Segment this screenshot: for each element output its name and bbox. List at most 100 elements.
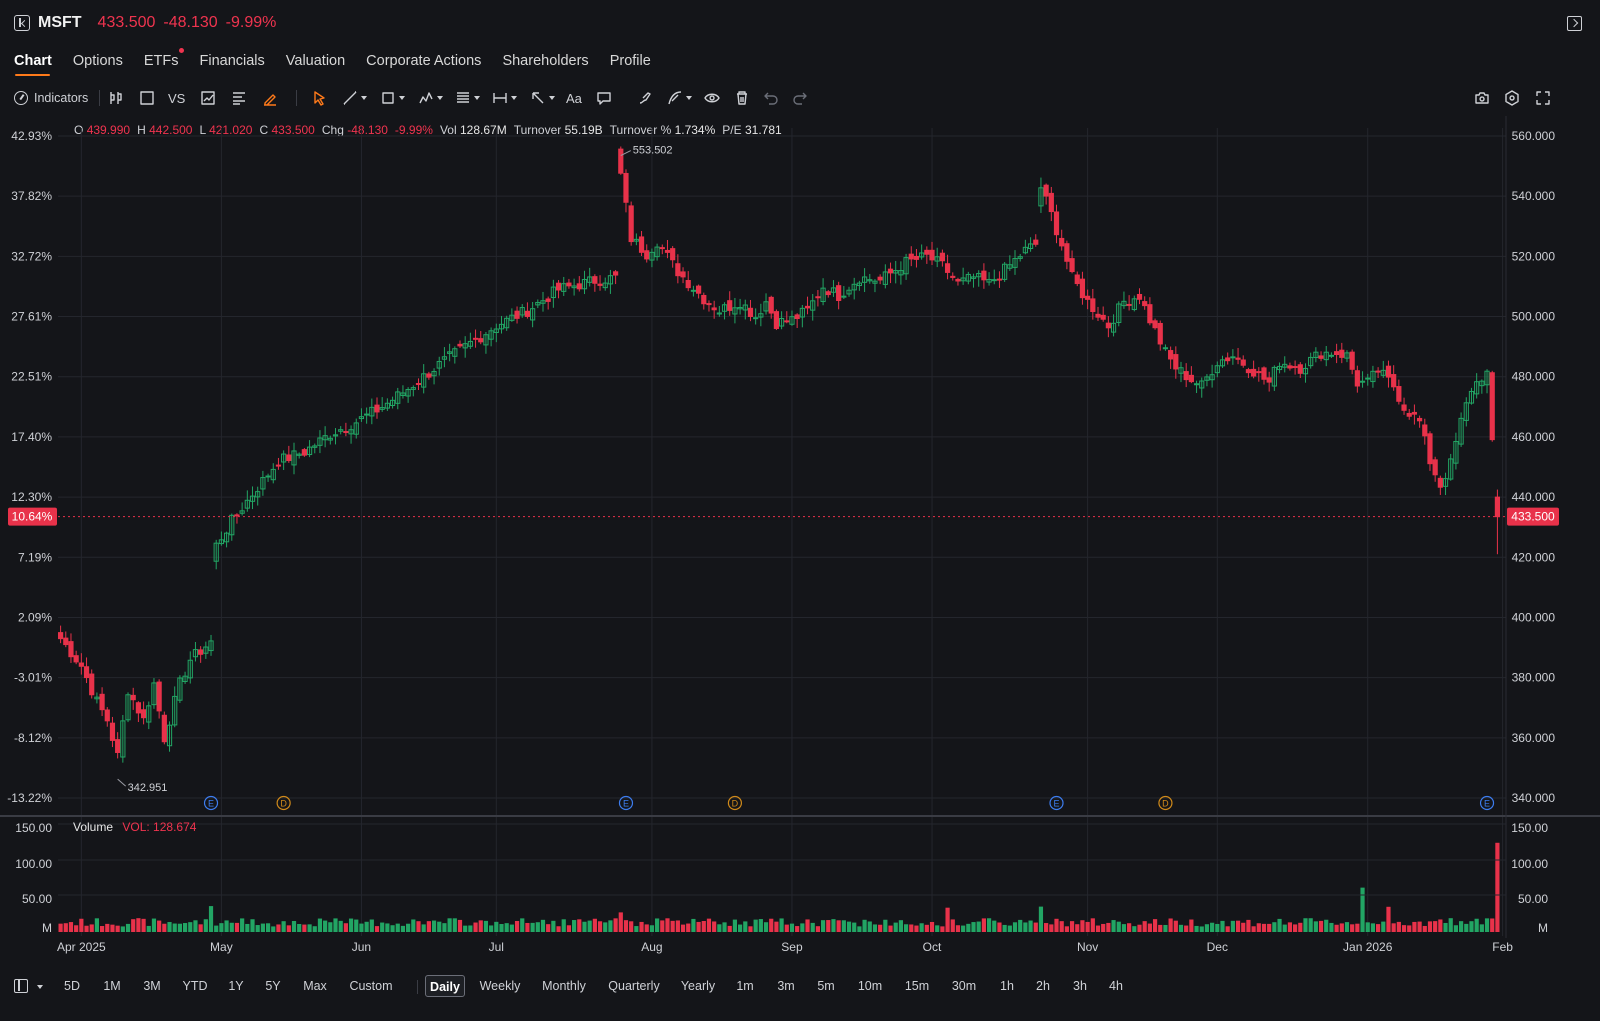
candle-body [384, 402, 390, 409]
price-chart[interactable]: 560.000 42.93% 540.000 37.82% 520.000 32.72% 5… [0, 116, 1600, 970]
tab-options[interactable]: Options [73, 50, 123, 78]
timeframe-3m[interactable]: 3m [777, 979, 795, 993]
candle-body [753, 317, 759, 320]
redo-tool[interactable] [792, 88, 808, 108]
candle-body [161, 714, 167, 743]
candle-body [820, 287, 826, 303]
timeframe-monthly[interactable]: Monthly [542, 979, 586, 993]
volume-bar [1469, 921, 1474, 932]
align-tool[interactable] [231, 88, 247, 108]
candle-body [758, 313, 764, 318]
candle-body [1494, 496, 1501, 518]
chevron-down-icon[interactable] [437, 96, 443, 100]
volume-bar [354, 919, 359, 932]
timeframe-5d[interactable]: 5D [64, 979, 80, 993]
volume-tick-label: 150.00 [1511, 821, 1548, 835]
timeframe-10m[interactable]: 10m [857, 979, 883, 993]
candle-body [1142, 301, 1148, 307]
timeframe-15m[interactable]: 15m [904, 979, 930, 993]
multi-chart-tool[interactable] [200, 88, 216, 108]
timeframe-1m[interactable]: 1m [736, 979, 754, 993]
volume-bar [343, 923, 348, 932]
compare-tool[interactable]: VS [168, 88, 185, 108]
cursor-tool[interactable] [312, 88, 328, 108]
tab-corporate-actions[interactable]: Corporate Actions [366, 50, 481, 78]
candle-body [908, 253, 914, 260]
fib-tool[interactable] [455, 88, 480, 108]
rect-tool[interactable] [139, 88, 155, 108]
candle-body [898, 270, 904, 276]
timeframe-max[interactable]: Max [303, 979, 327, 993]
candle-body [281, 453, 287, 463]
exit-panel-icon[interactable] [1567, 16, 1582, 31]
timeframe-30m[interactable]: 30m [951, 979, 977, 993]
chevron-down-icon[interactable] [361, 96, 367, 100]
candle-body [83, 666, 90, 679]
draw-tool[interactable] [667, 88, 692, 108]
trash-tool[interactable] [734, 88, 750, 108]
candle-body [768, 296, 774, 314]
tab-valuation[interactable]: Valuation [286, 50, 345, 78]
candle-body [924, 249, 930, 255]
volume-bar [1453, 925, 1459, 932]
tab-shareholders[interactable]: Shareholders [502, 50, 588, 78]
tab-profile[interactable]: Profile [610, 50, 651, 78]
volume-bar [452, 918, 457, 932]
chevron-down-icon[interactable] [549, 96, 555, 100]
timeframe-ytd[interactable]: YTD [182, 979, 208, 993]
watchlist-toggle-icon[interactable] [14, 15, 30, 31]
tab-chart[interactable]: Chart [14, 50, 52, 78]
candle-body [1349, 351, 1355, 370]
eye-tool[interactable] [704, 88, 720, 108]
volume-bar [1199, 926, 1204, 932]
timeframe-custom[interactable]: Custom [349, 979, 393, 993]
volume-bar [924, 924, 929, 932]
tab-financials[interactable]: Financials [200, 50, 265, 78]
timeframe-1m[interactable]: 1M [103, 979, 121, 993]
volume-tick-label: 100.00 [15, 857, 52, 871]
chevron-down-icon[interactable] [399, 96, 405, 100]
arrow-tool[interactable] [530, 88, 555, 108]
timeframe-quarterly[interactable]: Quarterly [608, 979, 660, 993]
timeframe-weekly[interactable]: Weekly [479, 979, 521, 993]
timeframe-5m[interactable]: 5m [817, 979, 835, 993]
chevron-down-icon[interactable] [511, 96, 517, 100]
candle-body [140, 709, 147, 719]
timeframe-daily[interactable]: Daily [425, 975, 465, 997]
timeframe-3h[interactable]: 3h [1073, 979, 1087, 993]
measure-tool[interactable] [492, 88, 517, 108]
candle-body [836, 285, 842, 302]
chevron-down-icon[interactable] [686, 96, 692, 100]
camera-tool[interactable] [1474, 88, 1490, 108]
timeframe-1y[interactable]: 1Y [228, 979, 244, 993]
candles-tool[interactable] [108, 88, 124, 108]
timeframe-1h[interactable]: 1h [1000, 979, 1014, 993]
timeframe-3m[interactable]: 3M [143, 979, 161, 993]
volume-bar [1137, 924, 1142, 932]
timeframe-4h[interactable]: 4h [1109, 979, 1123, 993]
candle-body [555, 282, 562, 291]
brush-tool[interactable] [637, 88, 653, 108]
callout-tool[interactable] [596, 88, 612, 108]
pattern-tool[interactable] [418, 88, 443, 108]
tab-etfs[interactable]: ETFs [144, 48, 184, 78]
undo-tool[interactable] [763, 88, 779, 108]
timeframe-yearly[interactable]: Yearly [680, 979, 716, 993]
settings-tool[interactable] [1504, 88, 1520, 108]
ohlc-key: C [259, 123, 269, 137]
indicators-button[interactable]: Indicators [14, 88, 88, 108]
timeframe-2h[interactable]: 2h [1036, 979, 1050, 993]
timeframe-5y[interactable]: 5Y [265, 979, 281, 993]
trendline-tool[interactable] [342, 88, 367, 108]
text-tool[interactable]: Aa [566, 88, 582, 108]
fullscreen-tool[interactable] [1535, 88, 1551, 108]
chevron-down-icon[interactable] [474, 96, 480, 100]
layout-chevron-down-icon[interactable] [37, 985, 43, 989]
highlighter-tool[interactable] [262, 88, 278, 108]
candle-body [1157, 322, 1163, 345]
shape-tool[interactable] [380, 88, 405, 108]
ohlc-value: 439.990 [86, 123, 131, 137]
layout-panel-icon[interactable] [14, 979, 28, 993]
volume-bar [105, 923, 110, 932]
volume-bar [831, 919, 836, 932]
